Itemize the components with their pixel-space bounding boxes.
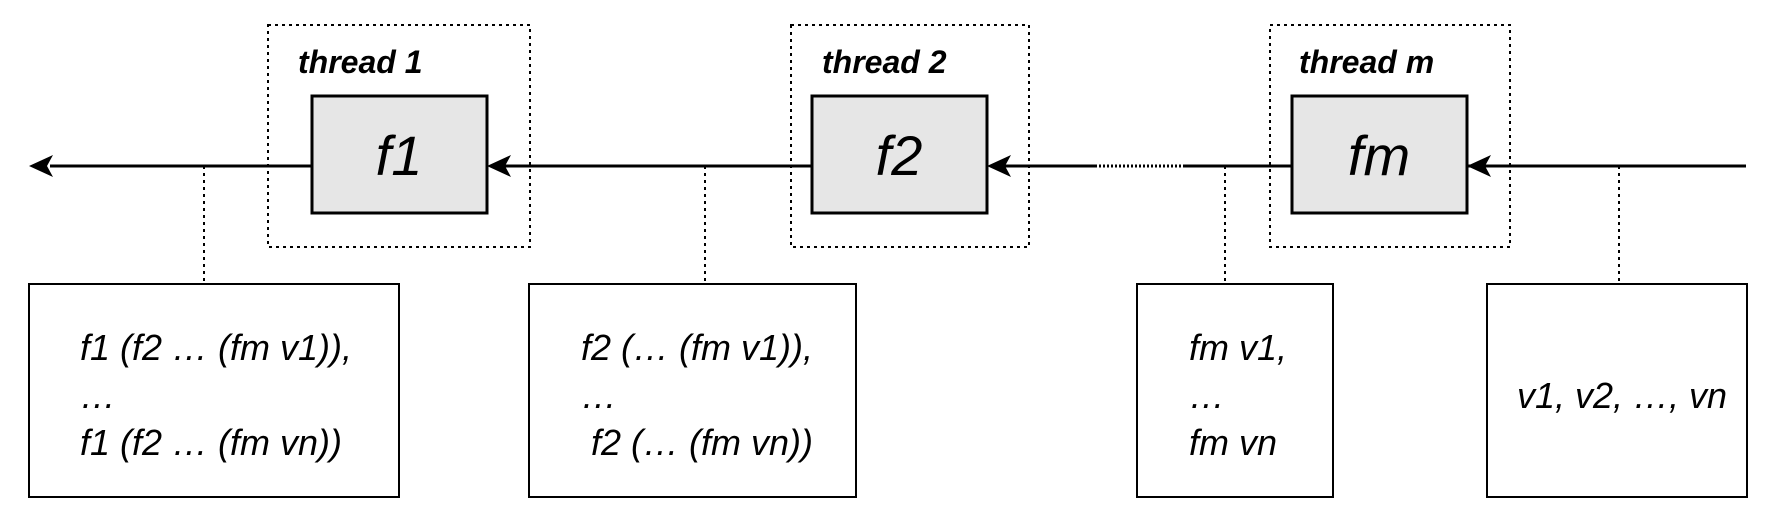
thread-box-2 bbox=[790, 24, 1030, 248]
value-box-group-2: f2 (… (fm v1)), … f2 (… (fm vn)) bbox=[528, 283, 857, 498]
value-box-group-3: fm v1, … fm vn bbox=[1136, 283, 1334, 498]
value-box-1-line-2: … bbox=[80, 375, 116, 416]
value-box-4-line-1: v1, v2, …, vn bbox=[1517, 375, 1727, 416]
thread-title-m: thread m bbox=[1299, 44, 1434, 80]
value-box-2-line-1: f2 (… (fm v1)), bbox=[581, 327, 813, 368]
value-box-3-line-2: … bbox=[1189, 375, 1225, 416]
thread-group-m: thread m fm bbox=[1269, 24, 1511, 248]
function-label-fm: fm bbox=[1348, 124, 1410, 187]
value-box-1-line-1: f1 (f2 … (fm v1)), bbox=[80, 327, 352, 368]
value-box-3-line-3: fm vn bbox=[1189, 422, 1277, 463]
function-label-f2: f2 bbox=[876, 124, 923, 187]
thread-box-m bbox=[1269, 24, 1511, 248]
value-box-4 bbox=[1486, 283, 1748, 498]
function-box-fm bbox=[1290, 94, 1469, 215]
thread-group-2: thread 2 f2 bbox=[790, 24, 1030, 248]
value-box-group-4: v1, v2, …, vn bbox=[1486, 283, 1748, 498]
value-box-2-line-3: f2 (… (fm vn)) bbox=[581, 422, 813, 463]
thread-title-1: thread 1 bbox=[298, 44, 422, 80]
function-label-f1: f1 bbox=[376, 124, 423, 187]
value-box-2-line-2: … bbox=[581, 375, 617, 416]
value-box-3-line-1: fm v1, bbox=[1189, 327, 1287, 368]
value-box-1-line-3: f1 (f2 … (fm vn)) bbox=[80, 422, 342, 463]
arrowhead-output bbox=[29, 155, 53, 177]
value-box-group-1: f1 (f2 … (fm v1)), … f1 (f2 … (fm vn)) bbox=[28, 283, 400, 498]
function-box-f1 bbox=[310, 94, 489, 215]
function-box-f2 bbox=[810, 94, 989, 215]
value-box-3 bbox=[1136, 283, 1334, 498]
thread-box-1 bbox=[267, 24, 531, 248]
thread-title-2: thread 2 bbox=[822, 44, 947, 80]
arrowhead-into-f1 bbox=[487, 155, 511, 177]
value-box-1 bbox=[28, 283, 400, 498]
arrowhead-into-fm bbox=[1467, 155, 1491, 177]
thread-group-1: thread 1 f1 bbox=[267, 24, 531, 248]
arrowhead-into-f2 bbox=[987, 155, 1011, 177]
value-box-2 bbox=[528, 283, 857, 498]
